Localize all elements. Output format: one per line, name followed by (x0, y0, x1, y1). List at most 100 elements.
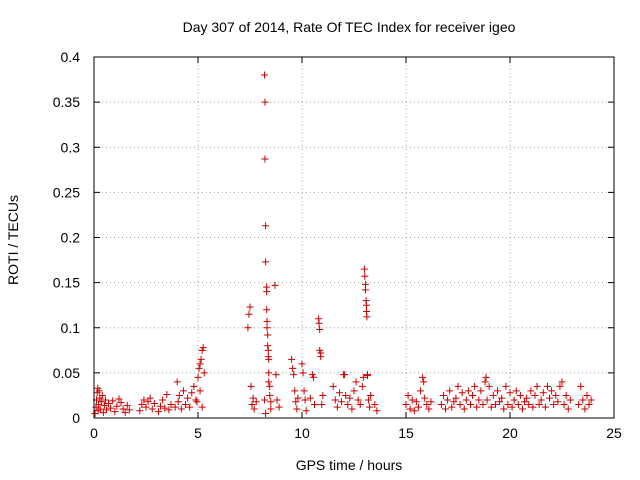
data-point-marker (556, 382, 564, 390)
data-point-marker (489, 391, 497, 399)
data-point-marker (527, 387, 535, 395)
data-point-marker (479, 400, 487, 408)
data-point-marker (290, 371, 298, 379)
data-point-marker (263, 324, 271, 332)
data-point-marker (173, 378, 181, 386)
data-point-marker (263, 317, 271, 325)
data-point-marker (275, 403, 283, 411)
data-point-marker (101, 396, 109, 404)
data-point-marker (452, 394, 460, 402)
data-point-marker (361, 272, 369, 280)
data-point-marker (475, 396, 483, 404)
data-point-marker (406, 405, 414, 413)
data-point-marker (402, 400, 410, 408)
data-point-marker (363, 313, 371, 321)
data-point-marker (533, 382, 541, 390)
data-point-marker (506, 389, 514, 397)
data-point-marker (333, 403, 341, 411)
data-point-marker (298, 360, 306, 368)
data-point-marker (306, 394, 314, 402)
data-point-marker (579, 396, 587, 404)
data-point-marker (529, 403, 537, 411)
data-point-marker (111, 408, 119, 416)
data-point-marker (117, 399, 125, 407)
y-tick-label: 0.35 (53, 94, 80, 110)
data-point-marker (510, 396, 518, 404)
x-tick-label: 20 (502, 425, 518, 441)
data-point-marker (458, 389, 466, 397)
data-point-marker (184, 394, 192, 402)
data-point-marker (504, 400, 512, 408)
data-point-marker (177, 405, 185, 413)
data-point-marker (359, 373, 367, 381)
data-point-marker (562, 391, 570, 399)
data-point-marker (581, 405, 589, 413)
data-point-marker (250, 405, 258, 413)
data-point-marker (174, 398, 182, 406)
data-point-marker (262, 409, 270, 417)
data-point-marker (425, 405, 433, 413)
data-point-marker (412, 398, 420, 406)
data-point-marker (115, 395, 123, 403)
data-point-marker (291, 387, 299, 395)
data-point-marker (192, 396, 200, 404)
data-point-marker (566, 396, 574, 404)
data-point-marker (136, 407, 144, 415)
data-point-marker (560, 400, 568, 408)
y-tick-label: 0.4 (61, 49, 81, 65)
data-point-marker (96, 405, 104, 413)
data-point-marker (338, 398, 346, 406)
x-tick-label: 0 (90, 425, 98, 441)
data-point-marker (194, 373, 202, 381)
data-point-marker (537, 396, 545, 404)
data-point-marker (331, 396, 339, 404)
data-point-marker (466, 400, 474, 408)
data-point-marker (262, 222, 270, 230)
data-point-marker (188, 389, 196, 397)
data-point-marker (199, 344, 207, 352)
data-point-marker (473, 403, 481, 411)
data-point-marker (335, 389, 343, 397)
data-point-marker (266, 382, 274, 390)
data-point-marker (444, 396, 452, 404)
data-point-marker (252, 398, 260, 406)
data-point-marker (352, 378, 360, 386)
data-point-marker (97, 398, 105, 406)
data-point-marker (265, 378, 273, 386)
data-point-marker (564, 405, 572, 413)
data-point-marker (442, 405, 450, 413)
data-point-marker (261, 396, 269, 404)
data-point-marker (531, 391, 539, 399)
data-point-marker (263, 306, 271, 314)
data-point-marker (262, 258, 270, 266)
data-point-marker (261, 155, 269, 163)
data-point-marker (446, 387, 454, 395)
data-point-marker (360, 265, 368, 273)
data-point-marker (171, 403, 179, 411)
data-point-marker (496, 398, 504, 406)
data-point-marker (294, 394, 302, 402)
data-point-marker (464, 387, 472, 395)
data-point-marker (577, 382, 585, 390)
data-point-marker (491, 400, 499, 408)
data-point-marker (317, 353, 325, 361)
data-point-marker (318, 400, 326, 408)
data-point-marker (483, 396, 491, 404)
data-point-marker (319, 391, 327, 399)
data-point-marker (264, 346, 272, 354)
data-point-marker (508, 403, 516, 411)
data-point-marker (552, 391, 560, 399)
y-tick-label: 0.25 (53, 184, 80, 200)
data-point-marker (516, 391, 524, 399)
data-point-marker (500, 405, 508, 413)
data-point-marker (263, 288, 271, 296)
x-tick-label: 25 (606, 425, 622, 441)
data-point-marker (102, 406, 110, 414)
data-point-marker (119, 405, 127, 413)
data-point-marker (543, 382, 551, 390)
data-point-marker (512, 387, 520, 395)
data-point-marker (186, 403, 194, 411)
data-point-marker (245, 310, 253, 318)
data-point-marker (341, 371, 349, 379)
